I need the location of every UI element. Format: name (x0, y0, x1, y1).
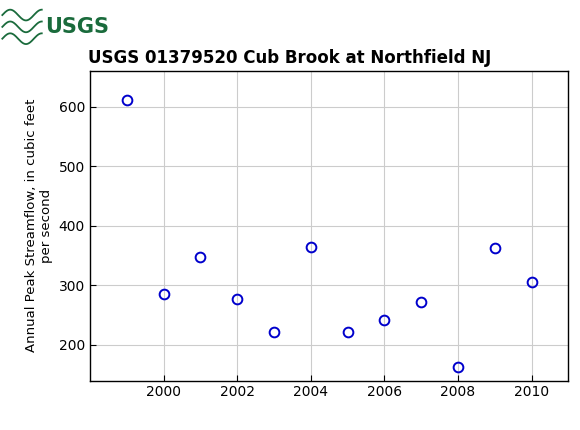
FancyBboxPatch shape (1, 3, 77, 51)
Text: USGS 01379520 Cub Brook at Northfield NJ: USGS 01379520 Cub Brook at Northfield NJ (88, 49, 492, 67)
Text: USGS: USGS (45, 17, 109, 37)
Y-axis label: Annual Peak Streamflow, in cubic feet
per second: Annual Peak Streamflow, in cubic feet pe… (25, 99, 53, 353)
